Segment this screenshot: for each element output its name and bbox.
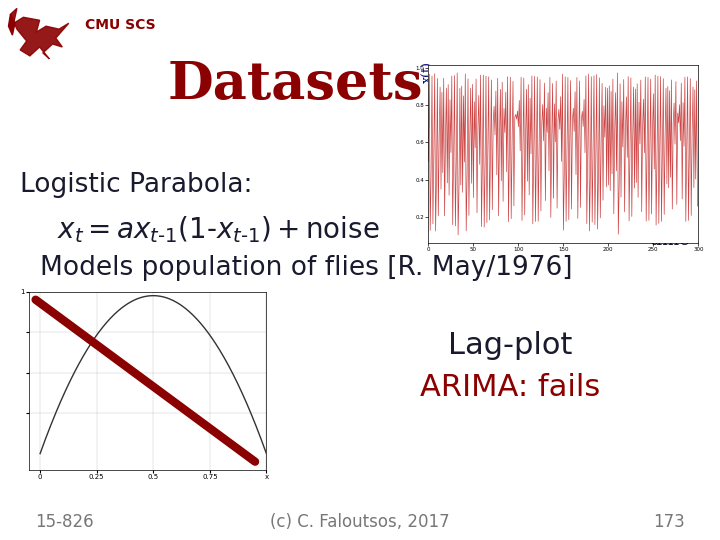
Text: x(t): x(t) — [421, 61, 434, 83]
Polygon shape — [11, 8, 68, 59]
Text: $x_t = ax_{t\text{-}1}(1\text{-}x_{t\text{-}1}) + \mathrm{noise}$: $x_t = ax_{t\text{-}1}(1\text{-}x_{t\tex… — [40, 214, 379, 245]
Text: Logistic Parabola:: Logistic Parabola: — [20, 172, 253, 198]
Text: Datasets: Datasets — [167, 59, 423, 111]
Text: 15-826: 15-826 — [35, 513, 94, 531]
Text: CMU SCS: CMU SCS — [85, 18, 156, 32]
Text: (c) C. Faloutsos, 2017: (c) C. Faloutsos, 2017 — [270, 513, 450, 531]
Text: 173: 173 — [653, 513, 685, 531]
Text: Models population of flies [R. May/1976]: Models population of flies [R. May/1976] — [40, 255, 572, 281]
Polygon shape — [9, 14, 15, 35]
Text: time: time — [649, 231, 690, 249]
Text: Lag-plot: Lag-plot — [448, 330, 572, 360]
Text: ARIMA: fails: ARIMA: fails — [420, 374, 600, 402]
